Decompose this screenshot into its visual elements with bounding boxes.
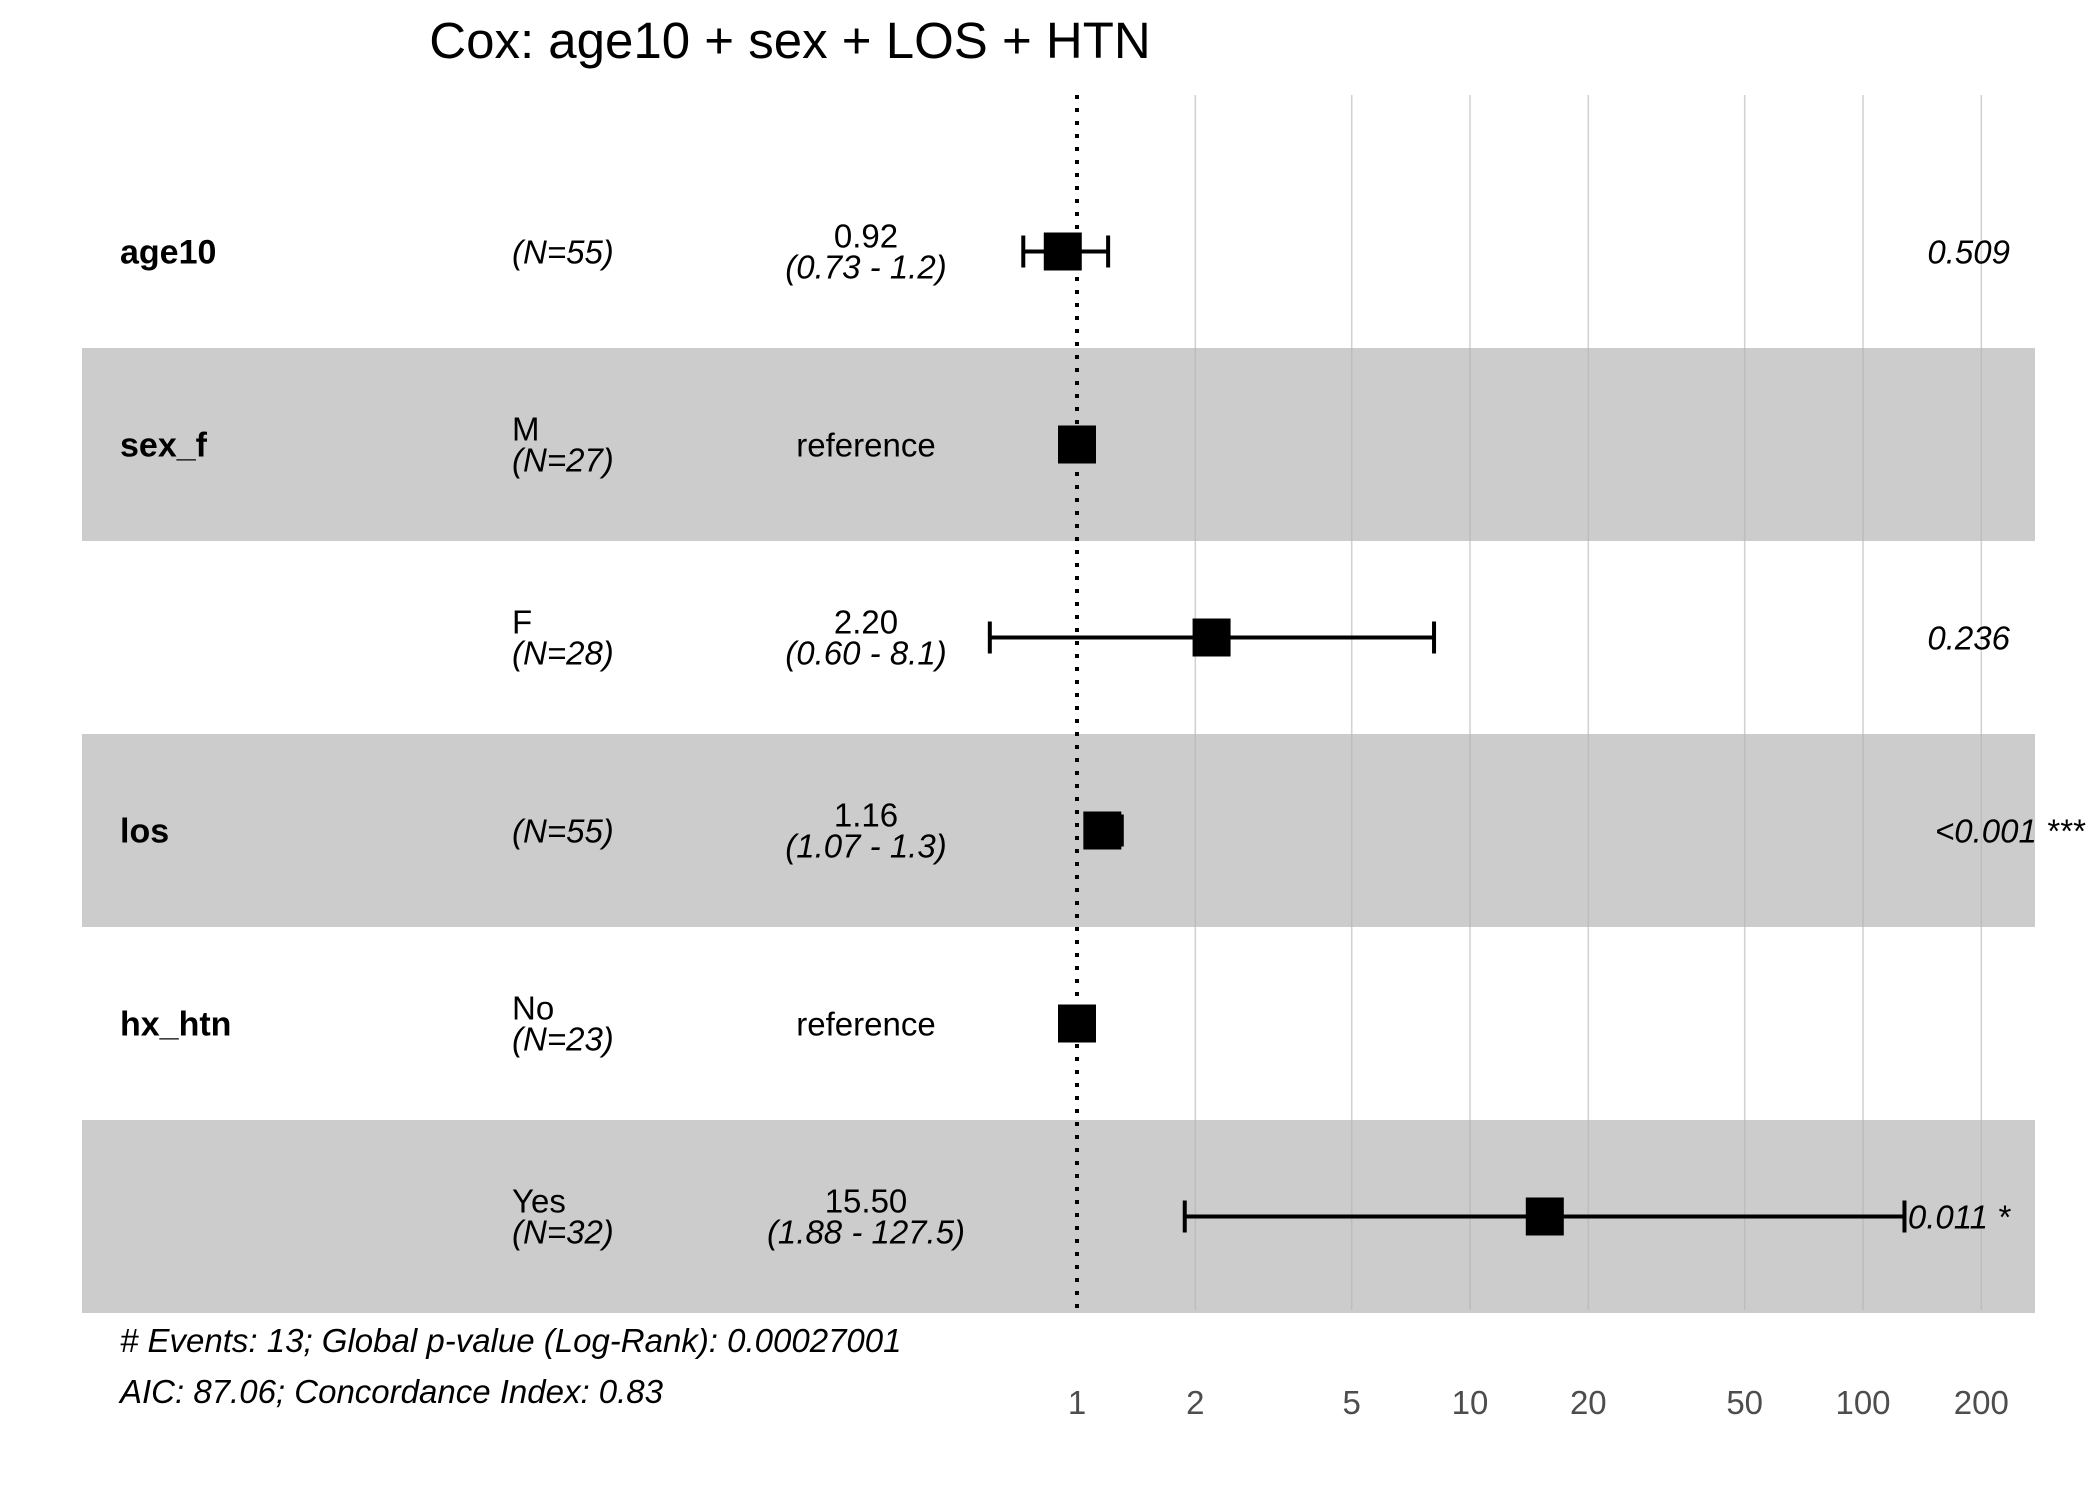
row-band xyxy=(82,734,2035,927)
x-tick-label: 5 xyxy=(1343,1384,1361,1421)
estimate-label: 1.16 xyxy=(834,797,898,834)
chart-title: Cox: age10 + sex + LOS + HTN xyxy=(429,12,1150,69)
estimate-label: 0.92 xyxy=(834,218,898,255)
estimate-point xyxy=(1058,425,1096,464)
x-tick-label: 100 xyxy=(1835,1384,1890,1421)
estimate-marks xyxy=(987,232,1907,1236)
estimate-point xyxy=(1043,232,1082,271)
n-label: (N=23) xyxy=(512,1021,614,1058)
level-label: F xyxy=(512,604,532,641)
estimate-point xyxy=(1083,811,1122,850)
footnote-events: # Events: 13; Global p-value (Log-Rank):… xyxy=(120,1322,902,1359)
p-value-label: 0.236 xyxy=(1927,620,2010,657)
estimate-point xyxy=(1058,1004,1096,1043)
n-label: (N=32) xyxy=(512,1214,614,1251)
n-label: (N=27) xyxy=(512,442,614,479)
ci-label: (0.73 - 1.2) xyxy=(785,249,946,286)
gridlines xyxy=(1194,95,1983,1310)
ci-label: (1.07 - 1.3) xyxy=(785,828,946,865)
x-tick-label: 1 xyxy=(1068,1384,1086,1421)
x-axis-ticks: 1 2 5 10 20 50 100 200 xyxy=(1068,1384,2009,1421)
x-tick-label: 200 xyxy=(1954,1384,2009,1421)
estimate-label: reference xyxy=(796,427,935,464)
estimate-point xyxy=(1192,618,1231,657)
estimate-label: 15.50 xyxy=(825,1183,908,1220)
ci-label: (1.88 - 127.5) xyxy=(767,1214,965,1251)
p-value-label: 0.509 xyxy=(1927,234,2010,271)
level-label: Yes xyxy=(512,1183,566,1220)
ci-label: (0.60 - 8.1) xyxy=(785,635,946,672)
n-label: (N=55) xyxy=(512,234,614,271)
n-label: (N=55) xyxy=(512,813,614,850)
variable-label: age10 xyxy=(120,234,216,272)
level-label: M xyxy=(512,411,540,448)
n-label: (N=28) xyxy=(512,635,614,672)
x-tick-label: 20 xyxy=(1570,1384,1607,1421)
level-label: No xyxy=(512,990,554,1027)
estimate-label: reference xyxy=(796,1006,935,1043)
variable-label: sex_f xyxy=(120,427,208,465)
x-tick-label: 2 xyxy=(1186,1384,1204,1421)
p-value-label: <0.001 *** xyxy=(1935,813,2086,850)
p-value-label: 0.011 * xyxy=(1908,1199,2011,1236)
row-bands xyxy=(82,348,2035,1313)
x-tick-label: 50 xyxy=(1726,1384,1763,1421)
variable-label: los xyxy=(120,813,169,851)
x-tick-label: 10 xyxy=(1452,1384,1489,1421)
estimate-label: 2.20 xyxy=(834,604,898,641)
footnote-aic: AIC: 87.06; Concordance Index: 0.83 xyxy=(118,1373,664,1410)
estimate-point xyxy=(1525,1197,1564,1236)
variable-label: hx_htn xyxy=(120,1006,231,1044)
